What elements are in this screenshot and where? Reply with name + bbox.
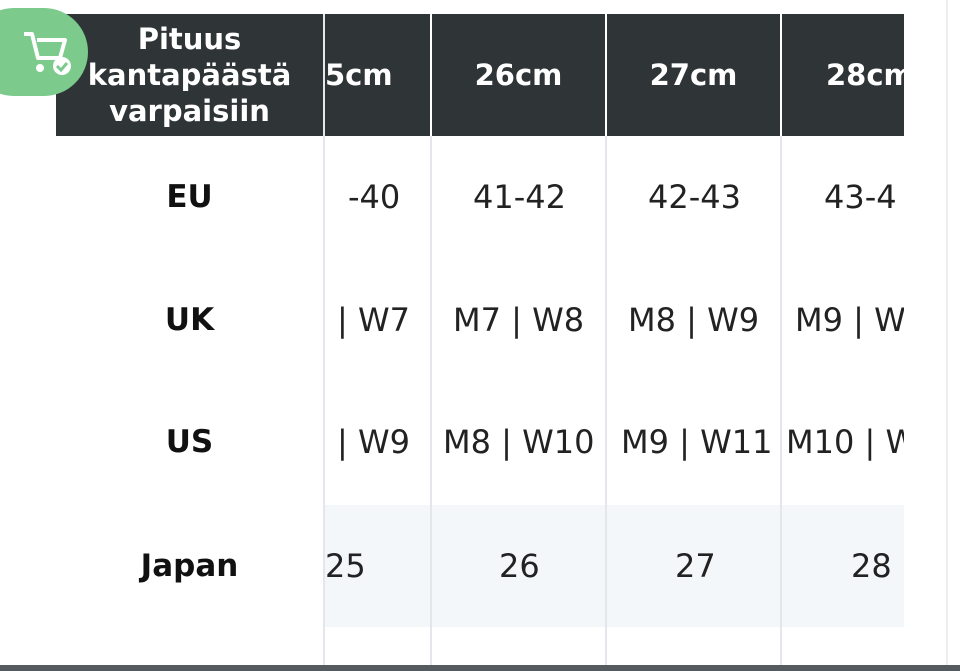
table-cell: M8 | W9	[628, 301, 760, 339]
header-scroll	[325, 14, 904, 136]
column-divider	[605, 136, 607, 666]
table-cell: M8 | W10	[443, 423, 595, 461]
header-label: Pituus kantapäästä varpaisiin	[87, 22, 292, 128]
bottom-bar	[0, 665, 960, 671]
cart-badge[interactable]	[0, 8, 88, 96]
table-cell: 28	[851, 547, 892, 585]
row-header: UK	[164, 302, 215, 338]
header-first	[56, 14, 323, 136]
row-header: Japan	[140, 548, 239, 584]
column-divider	[780, 136, 782, 666]
header-divider	[323, 14, 325, 666]
table-cell: M9 | W11	[621, 423, 773, 461]
column-divider	[430, 136, 432, 666]
header-label: 26cm	[474, 58, 563, 92]
japan-row-bg	[325, 505, 904, 627]
right-border	[946, 0, 948, 666]
header-label: 5cm	[325, 58, 393, 92]
table-cell: -40	[348, 178, 401, 216]
table-cell: M10 | W	[786, 423, 904, 461]
table-cell: 25	[325, 547, 366, 585]
header-label: 28cm	[826, 58, 904, 92]
cart-icon	[24, 32, 71, 75]
table-cell: 26	[499, 547, 540, 585]
table-cell: M9 | W	[795, 301, 904, 339]
table-cell: 27	[675, 547, 716, 585]
header-label: 27cm	[649, 58, 738, 92]
header-divider	[605, 14, 607, 136]
header-divider	[780, 14, 782, 136]
table-cell: | W7	[337, 301, 410, 339]
table-cell: 43-4	[824, 178, 897, 216]
table-cell: | W9	[337, 423, 410, 461]
table-cell: 42-43	[648, 178, 741, 216]
table-cell: M7 | W8	[453, 301, 585, 339]
header-divider	[430, 14, 432, 136]
row-header: US	[165, 424, 214, 460]
row-header: EU	[166, 179, 213, 215]
table-cell: 41-42	[473, 178, 566, 216]
